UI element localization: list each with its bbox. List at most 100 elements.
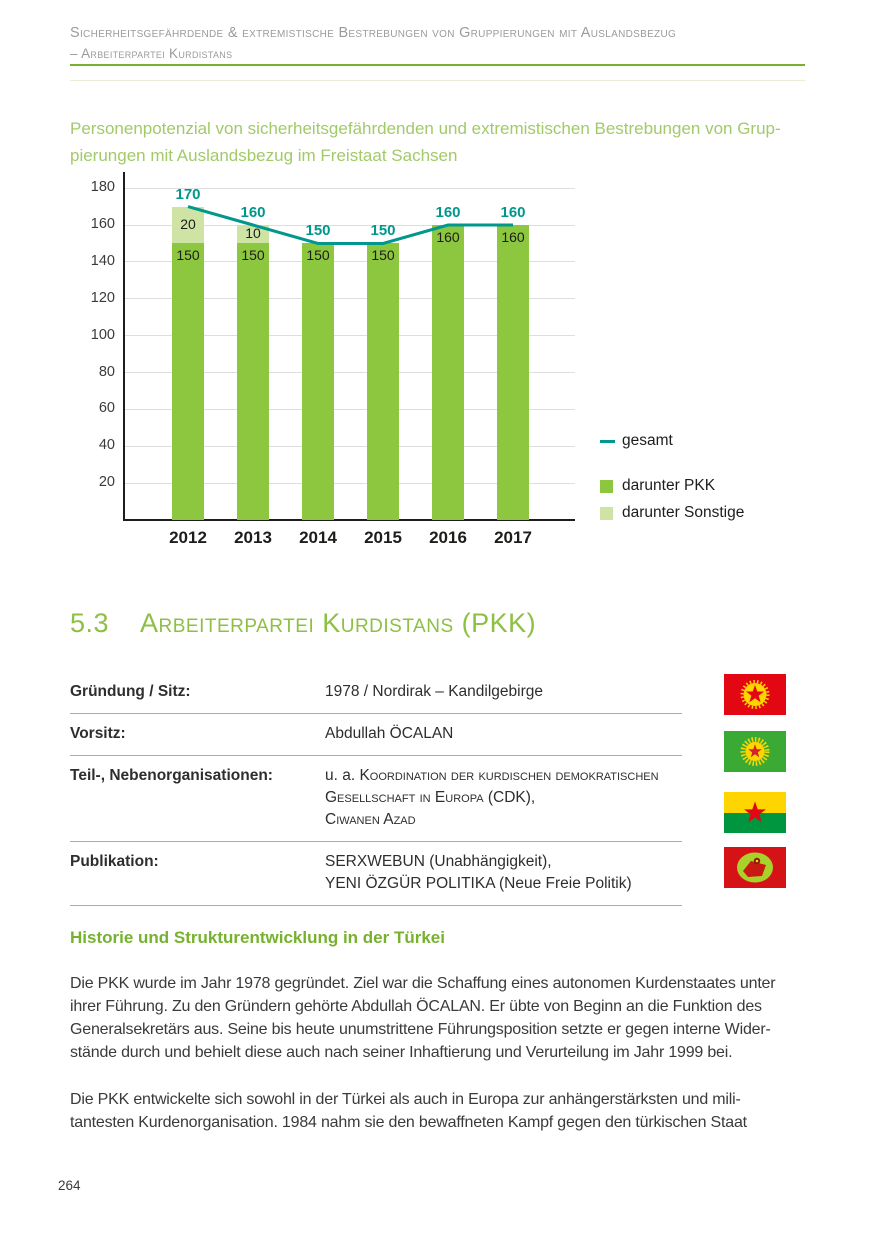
info-row-label: Vorsitz: — [70, 725, 126, 742]
total-value-label: 160 — [435, 204, 461, 221]
personenpotenzial-chart: 20 40 60 80 100 120 140 160 180 150 20 2012 150 10 201… — [70, 170, 815, 565]
total-value-label: 150 — [370, 222, 396, 240]
text-line: tantesten Kurdenorganisation. 1984 nahm … — [70, 1114, 747, 1131]
chart-legend: gesamt darunter PKK darunter Sonstige — [600, 432, 744, 522]
pkk-flag — [724, 674, 786, 715]
header-line-2: – Arbeiterpartei Kurdistans — [70, 46, 233, 61]
bar-segment-pkk — [367, 243, 399, 520]
bar-value-label: 150 — [241, 247, 265, 264]
legend-label: darunter Sonstige — [622, 504, 745, 521]
text-line: ihrer Führung. Zu den Gründern gehörte A… — [70, 998, 762, 1015]
y-tick-label: 80 — [98, 363, 115, 380]
bar-value-label: 150 — [176, 247, 200, 264]
info-value-line: SERXWEBUN (Unabhängigkeit), — [325, 851, 682, 873]
cdk-flag-image — [724, 731, 786, 772]
history-heading: Historie und Strukturentwicklung in der … — [70, 928, 445, 947]
y-tick-label: 140 — [90, 252, 115, 269]
bar-segment-sonstige — [237, 225, 269, 244]
body-text: Die PKK wurde im Jahr 1978 gegründet. Zi… — [70, 972, 820, 1158]
bar-segment-pkk — [172, 243, 204, 520]
gridline — [124, 372, 575, 373]
bar-value-label: 160 — [436, 229, 460, 245]
info-row-value: Abdullah ÖCALAN — [325, 723, 682, 745]
legend-item-sonstige: darunter Sonstige — [600, 504, 744, 522]
gridline — [124, 224, 575, 226]
total-value-label: 150 — [305, 222, 331, 240]
info-row: Teil-, Nebenorganisationen: u. a. Koordin… — [70, 756, 682, 842]
bar-value-label: 150 — [306, 247, 330, 264]
info-row-label: Gründung / Sitz: — [70, 683, 191, 700]
bar-segment-pkk — [302, 243, 334, 520]
y-tick-label: 40 — [98, 437, 115, 454]
x-axis-label: 2016 — [429, 528, 467, 547]
bar-segment-pkk — [432, 225, 464, 520]
x-axis-label: 2014 — [299, 528, 337, 547]
info-text-segment: 1978 / Nordirak – Kandilgebirge — [325, 683, 543, 700]
legend-label: darunter PKK — [622, 477, 716, 494]
info-row-label: Teil-, Nebenorganisationen: — [70, 767, 273, 784]
color-swatch — [600, 506, 613, 520]
bar-value-label: 10 — [245, 225, 261, 242]
text-line: Die PKK entwickelte sich sowohl in der T… — [70, 1091, 741, 1108]
info-value-line: Gesellschaft in Europa (CDK), — [325, 787, 682, 809]
gridline — [124, 408, 575, 410]
section-number: 5.3 — [70, 608, 110, 638]
y-tick-label: 20 — [98, 474, 115, 491]
info-text-segment: Abdullah ÖCALAN — [325, 725, 454, 742]
gridline — [124, 445, 575, 447]
bar-value-label: 20 — [180, 216, 196, 232]
x-axis-label: 2013 — [234, 528, 272, 547]
gridline — [124, 482, 575, 484]
color-swatch — [600, 479, 613, 493]
bar-segment-pkk — [237, 243, 269, 520]
running-header: Sicherheitsgefährdende & extremistische … — [70, 24, 810, 62]
bar-value-label: 160 — [501, 229, 525, 245]
cdk-flag — [724, 731, 786, 772]
info-value-line: YENI ÖZGÜR POLITIKA (Neue Freie Politik) — [325, 873, 682, 895]
publication-logo-image — [724, 847, 786, 888]
bar-segment-sonstige — [172, 206, 204, 244]
gesamt-line-layer — [187, 205, 513, 245]
legend-item-gesamt: gesamt — [600, 432, 744, 450]
info-row: Publikation: SERXWEBUN (Unabhängigkeit), Y… — [70, 842, 682, 906]
gesamt-line — [187, 205, 513, 245]
y-tick-label: 180 — [90, 179, 115, 196]
bar-value-label: 150 — [371, 247, 395, 264]
info-text-segment: (CDK), — [483, 789, 536, 806]
gridline — [124, 335, 575, 337]
info-text-segment: YENI ÖZGÜR POLITIKA (Neue Freie Politik) — [325, 875, 632, 892]
ciwanen-azad-flag-image — [724, 792, 786, 833]
page-number: 264 — [58, 1178, 81, 1193]
legend-label: gesamt — [622, 432, 673, 449]
section-heading: 5.3 Arbeiterpartei Kurdistans (PKK) — [70, 608, 536, 639]
section-title: Arbeiterpartei Kurdistans (PKK) — [140, 608, 537, 638]
y-tick-label: 60 — [98, 400, 115, 417]
y-tick-label: 160 — [90, 216, 115, 232]
text-line: stände durch und behielt diese auch nach… — [70, 1044, 733, 1061]
chart-title-line-2: pierungen mit Auslandsbezug im Freistaat… — [70, 146, 458, 165]
y-tick-label: 120 — [90, 289, 115, 306]
total-value-label: 160 — [240, 204, 266, 221]
body-paragraph: Die PKK entwickelte sich sowohl in der T… — [70, 1088, 820, 1134]
x-axis-label: 2017 — [494, 528, 532, 547]
info-value-line: Abdullah ÖCALAN — [325, 723, 682, 745]
line-swatch — [600, 439, 615, 443]
info-text-segment: Gesellschaft in Europa — [325, 789, 484, 806]
info-row: Gründung / Sitz: 1978 / Nordirak – Kandil… — [70, 672, 682, 714]
info-value-line: Ciwanen Azad — [325, 809, 682, 831]
legend-item-pkk: darunter PKK — [600, 477, 744, 495]
x-axis — [123, 519, 575, 521]
info-text-segment: Ciwanen Azad — [325, 811, 416, 828]
info-row: Vorsitz: Abdullah ÖCALAN — [70, 714, 682, 756]
gridline — [124, 187, 575, 189]
info-text-segment: Koordination der kurdischen demokratisch… — [359, 767, 659, 784]
text-line: Generalsekretärs aus. Seine bis heute un… — [70, 1021, 771, 1038]
total-value-label: 160 — [500, 204, 526, 221]
publication-logo — [724, 847, 786, 888]
header-rule — [70, 64, 805, 66]
info-text-segment: u. a. — [325, 767, 360, 784]
info-row-value: u. a. Koordination der kurdischen demokr… — [325, 765, 682, 831]
total-value-label: 170 — [175, 185, 201, 203]
info-text-segment: SERXWEBUN (Unabhängigkeit), — [325, 853, 552, 870]
